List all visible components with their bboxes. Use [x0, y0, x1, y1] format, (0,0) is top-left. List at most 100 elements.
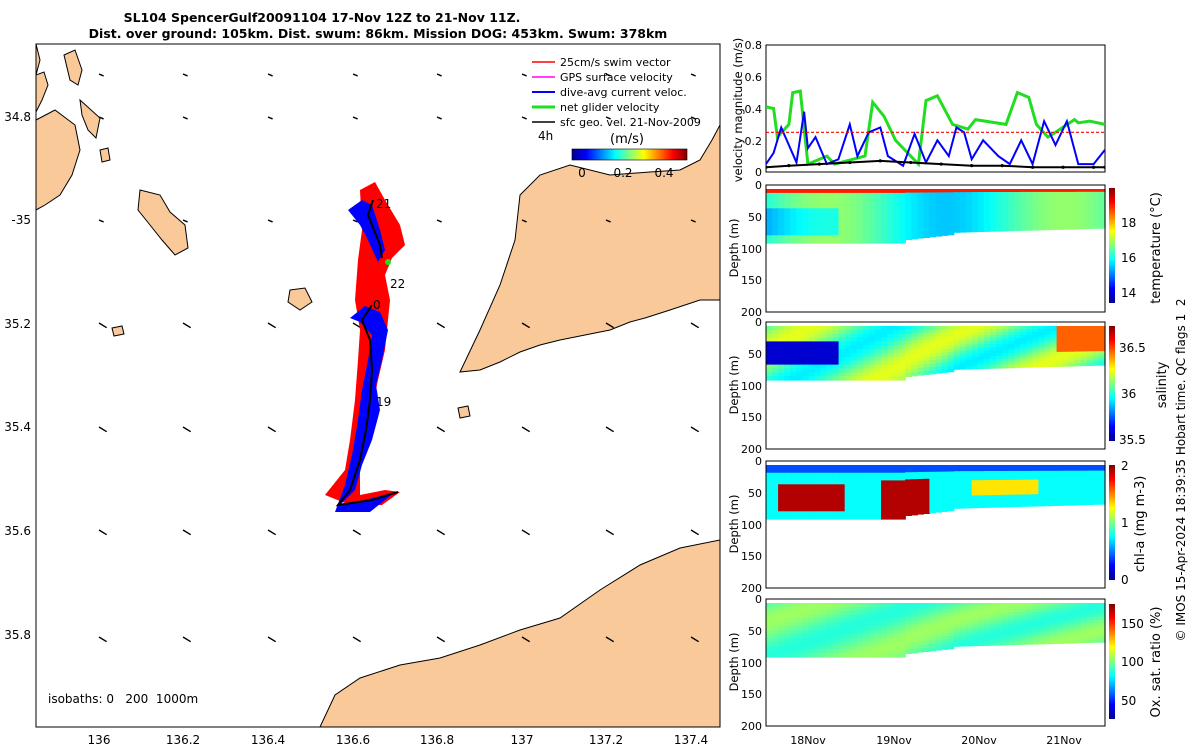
section-cell [1032, 632, 1040, 636]
section-cell [778, 341, 785, 346]
section-cell [905, 203, 912, 208]
section-cell [844, 239, 852, 244]
section-cell [887, 622, 894, 627]
current-arrow [690, 73, 696, 77]
section-cell [1098, 208, 1106, 212]
section-cell [808, 614, 816, 620]
section-cell [838, 630, 846, 635]
section-cell [953, 344, 961, 349]
section-cell [838, 219, 846, 225]
section-cell [1092, 611, 1100, 615]
section-cell [856, 503, 864, 509]
section-cell [941, 616, 949, 621]
section-cell [990, 338, 997, 342]
section-cell [766, 603, 773, 608]
section-cell [808, 641, 816, 647]
section-cell [875, 606, 882, 612]
section-cell [814, 653, 822, 658]
section-cell [772, 488, 779, 493]
section-cell [996, 207, 1003, 211]
section-cell [1086, 354, 1094, 358]
section-cell [977, 335, 985, 339]
section-cell [1032, 194, 1040, 199]
section-cell [947, 221, 955, 226]
section-cell [875, 337, 882, 343]
section-cell [1002, 212, 1009, 217]
section-cell [1002, 500, 1009, 505]
section-cell [1050, 203, 1058, 207]
section-cell [953, 222, 961, 227]
section-cell [875, 653, 882, 658]
section-cell [766, 192, 773, 198]
section-cell [935, 232, 943, 237]
section-cell [868, 200, 876, 206]
section-cell [875, 345, 882, 350]
section-cell [766, 329, 773, 335]
section-cell [983, 483, 991, 487]
section-cell [887, 231, 894, 236]
section-cell [941, 471, 949, 476]
section-cell [941, 208, 949, 213]
section-cell [1092, 219, 1100, 224]
section-cell [965, 198, 973, 202]
section-cell [844, 204, 852, 209]
section-cell [1026, 215, 1033, 219]
section-cell [1056, 488, 1064, 492]
section-cell [784, 329, 791, 335]
section-cell [899, 480, 906, 485]
section-cell [778, 326, 785, 331]
section-cell [1098, 495, 1106, 500]
section-cell [1056, 189, 1064, 193]
section-cell [899, 196, 906, 202]
section-cell [838, 622, 846, 627]
section-cell [772, 227, 779, 233]
section-cell [977, 474, 985, 478]
section-cell [850, 492, 858, 497]
section-cell [856, 499, 864, 505]
section-cell [953, 219, 961, 224]
section-cell [1014, 497, 1021, 502]
section-cell [826, 372, 834, 377]
section-cell [808, 216, 816, 221]
section-cell [784, 511, 791, 516]
section-cell [935, 329, 943, 334]
section-cell [971, 356, 979, 361]
current-arrow [182, 219, 188, 223]
section-cell [1098, 492, 1106, 497]
section-cell [959, 192, 967, 196]
section-cell [772, 372, 779, 377]
section-cell [1080, 465, 1088, 469]
section-cell [868, 492, 876, 497]
section-cell [965, 329, 973, 333]
section-cell [832, 630, 840, 635]
section-cell [899, 622, 906, 627]
section-cell [832, 341, 840, 346]
section-cell [802, 472, 809, 478]
section-cell [875, 472, 882, 478]
section-cell [820, 200, 828, 206]
section-cell [778, 472, 785, 478]
section-cell [1050, 343, 1058, 347]
map-xtick-136.8: 136.8 [420, 733, 454, 747]
section-cell [1026, 473, 1033, 478]
section-cell [796, 645, 803, 650]
section-cell [838, 476, 846, 482]
section-cell [820, 503, 828, 509]
section-cell [959, 618, 967, 622]
section-cell [1032, 488, 1040, 492]
section-cell [977, 483, 985, 487]
section-cell [784, 606, 791, 612]
section-cell [959, 216, 967, 221]
section-cell [1074, 225, 1082, 230]
current-arrow [182, 426, 192, 433]
section-cell [862, 196, 870, 202]
section-cell [953, 326, 961, 330]
section-cell [1086, 225, 1094, 229]
section-cell [881, 511, 888, 516]
section-cell [1062, 334, 1070, 339]
section-cell [814, 341, 822, 346]
section-cell [790, 349, 797, 354]
section-cell [766, 360, 773, 366]
chl-a-cbar-tick-2: 2 [1121, 459, 1129, 473]
section-cell [826, 622, 834, 627]
